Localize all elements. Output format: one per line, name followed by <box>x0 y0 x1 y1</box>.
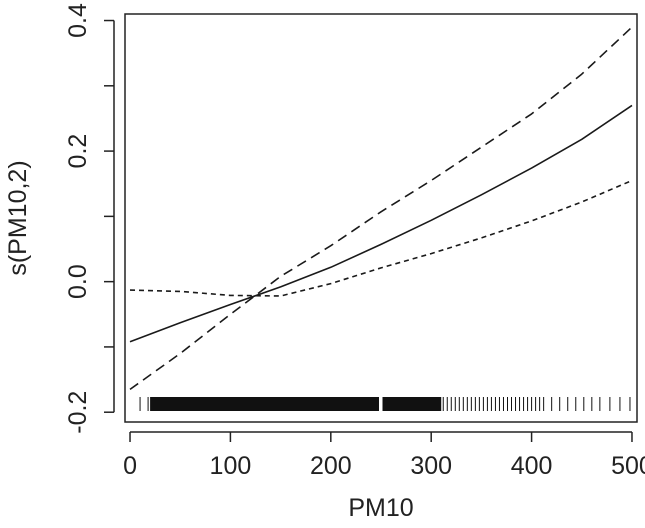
rug-dense-band <box>150 397 379 411</box>
x-tick-label: 400 <box>511 452 553 480</box>
upper-confidence-line <box>129 26 633 391</box>
y-tick-label: -0.2 <box>64 391 92 434</box>
rug-plot <box>139 397 631 411</box>
x-tick-label: 200 <box>310 452 352 480</box>
smooth-estimate-line <box>129 104 633 343</box>
x-tick-label: 100 <box>210 452 252 480</box>
y-tick-label: 0.4 <box>64 3 92 38</box>
lower-confidence-line <box>129 179 633 297</box>
series-layer <box>129 26 633 391</box>
x-tick-label: 300 <box>410 452 452 480</box>
x-axis-title: PM10 <box>348 494 413 522</box>
x-tick-label: 0 <box>123 452 137 480</box>
rug-dense-band <box>383 397 442 411</box>
x-tick-label: 500 <box>611 452 645 480</box>
y-axis: -0.2 0.0 0.2 0.4 <box>64 3 115 434</box>
y-axis-title: s(PM10,2) <box>4 160 32 275</box>
x-axis: 0 100 200 300 400 500 <box>123 431 645 480</box>
y-tick-label: 0.2 <box>64 134 92 169</box>
y-tick-label: 0.0 <box>64 264 92 299</box>
plot-frame <box>124 13 638 423</box>
